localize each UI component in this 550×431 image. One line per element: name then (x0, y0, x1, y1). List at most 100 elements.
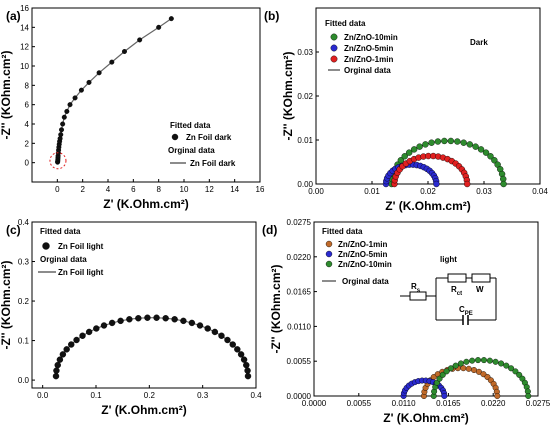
warburg-element (471, 273, 491, 283)
x-tick-label: 2 (80, 185, 85, 194)
data-point-zn-foil-dark (156, 24, 162, 30)
x-axis-title: Z' (K.Ohm.cm²) (103, 197, 189, 211)
x-tick-label: 12 (205, 185, 214, 194)
x-tick-label: 16 (256, 185, 265, 194)
data-point-zn-foil-light (117, 317, 124, 325)
data-point (447, 137, 455, 145)
rct-label-sub: ct (457, 291, 462, 297)
data-point (441, 393, 448, 400)
rct-label-main: R (451, 285, 457, 294)
y-axis-title: -Z'' (KOhm.cm²) (0, 50, 13, 139)
y-tick-label: 0.03 (297, 48, 313, 57)
x-tick-label: 0.00 (308, 187, 324, 196)
data-point (422, 141, 429, 148)
legend-label: Zn/ZnO-10min (344, 33, 398, 42)
x-tick-label: 0.04 (532, 187, 548, 196)
legend-marker (330, 55, 338, 63)
data-point-zn-foil-light (196, 322, 204, 329)
x-tick-label: 14 (230, 185, 239, 194)
data-point (492, 358, 499, 365)
plot-frame (31, 221, 257, 389)
data-point (498, 360, 505, 367)
zoom-marker (49, 152, 67, 170)
data-point-zn-foil-light (85, 328, 93, 336)
data-point-zn-foil-dark (58, 132, 64, 138)
data-point-zn-foil-dark (78, 87, 84, 93)
data-point (416, 143, 423, 150)
y-tick-label: 16 (20, 4, 29, 13)
rs-label-main: R (411, 282, 417, 291)
data-point-zn-foil-light (244, 372, 252, 380)
data-point (443, 368, 450, 375)
data-point (525, 393, 532, 400)
y-tick-label: 12 (20, 43, 29, 52)
cpe-label: CPE (459, 305, 473, 317)
data-point-zn-foil-dark (61, 114, 67, 120)
data-point-zn-foil-light (180, 317, 187, 325)
data-point-zn-foil-dark (121, 49, 127, 55)
x-tick-label: 0.0 (37, 391, 49, 400)
legend-marker (325, 250, 333, 258)
legend-title: Fitted data (170, 121, 211, 130)
y-axis-title: -Z'' (KOhm.cm²) (281, 51, 295, 140)
data-point-zn-foil-light (79, 332, 86, 339)
data-point (512, 368, 519, 375)
data-point (457, 360, 464, 367)
data-point-zn-foil-dark (96, 70, 102, 76)
data-point-zn-foil-light (144, 314, 151, 321)
data-point-zn-foil-light (68, 341, 75, 348)
legend-label: Orginal data (342, 277, 389, 286)
legend-label: Zn Foil light (58, 242, 104, 251)
y-tick-label: 6 (25, 101, 30, 110)
data-point (464, 180, 471, 188)
data-point (482, 149, 490, 156)
data-point (441, 137, 448, 145)
data-point (491, 157, 498, 164)
y-tick-label: 4 (25, 120, 30, 129)
w-label-main: W (476, 285, 484, 294)
data-point-zn-foil-light (73, 336, 80, 344)
data-point-zn-foil-light (162, 315, 169, 322)
series-line-zn-foil-light (55, 317, 249, 377)
data-point-zn-foil-light (54, 361, 61, 369)
x-axis-title: Z' (K.Ohm.cm²) (385, 199, 471, 213)
legend-label: Orginal data (344, 66, 391, 75)
data-point (477, 146, 485, 153)
condition-label: Dark (470, 38, 488, 47)
legend-label: Zn Foil dark (186, 133, 232, 142)
data-point-zn-foil-light (108, 319, 116, 327)
data-point (439, 371, 446, 378)
x-tick-label: 0.0000 (302, 399, 327, 408)
data-point (452, 362, 459, 369)
rct-label: Rct (451, 285, 462, 297)
legend-label: Zn/ZnO-5min (344, 44, 393, 53)
data-point-zn-foil-light (204, 325, 211, 332)
data-point-zn-foil-light (237, 351, 245, 358)
data-point (410, 146, 418, 153)
x-tick-label: 0.0165 (436, 399, 461, 408)
x-tick-label: 0.01 (364, 187, 380, 196)
series-line (433, 359, 529, 397)
legend-marker (330, 33, 338, 41)
data-point-zn-foil-light (234, 346, 241, 353)
legend-label: Zn/ZnO-1min (338, 240, 387, 249)
data-point-zn-foil-light (218, 332, 225, 339)
x-axis-title: Z' (K.Ohm.cm²) (383, 411, 469, 425)
y-tick-label: 0.01 (297, 136, 313, 145)
data-point (465, 365, 472, 372)
data-point (428, 139, 435, 146)
resistor-rct (447, 273, 467, 283)
data-point-zn-foil-light (126, 316, 133, 323)
y-tick-label: 2 (25, 139, 30, 148)
x-tick-label: 10 (180, 185, 189, 194)
y-tick-label: 0.0165 (287, 288, 312, 297)
y-tick-label: 0 (25, 159, 30, 168)
y-tick-label: 0.0 (18, 376, 30, 385)
legend-label: Zn Foil light (58, 268, 104, 277)
data-point-zn-foil-light (59, 351, 67, 358)
data-point (405, 149, 413, 156)
data-point (469, 357, 476, 364)
legend-marker (42, 242, 50, 250)
